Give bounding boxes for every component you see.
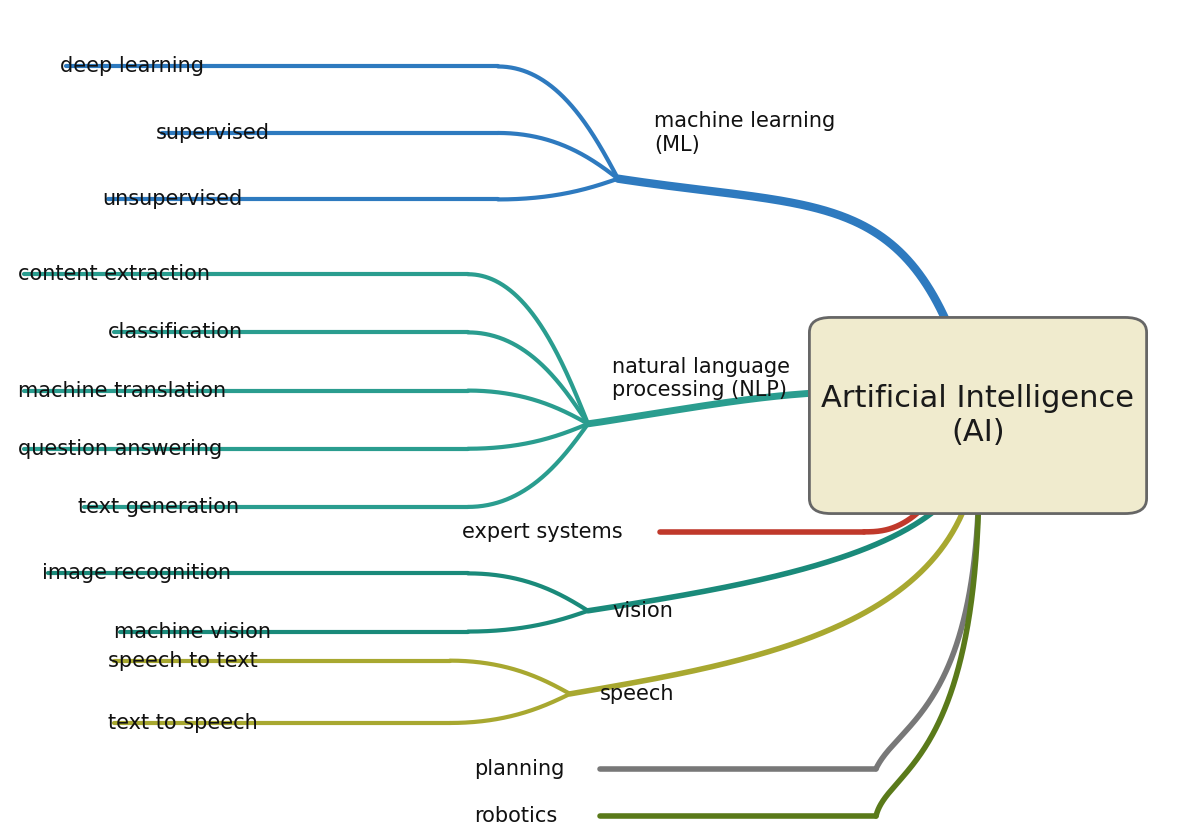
Text: unsupervised: unsupervised	[102, 189, 242, 209]
Text: expert systems: expert systems	[462, 522, 623, 542]
Text: natural language
processing (NLP): natural language processing (NLP)	[612, 356, 790, 400]
Text: supervised: supervised	[156, 123, 270, 143]
Text: deep learning: deep learning	[60, 57, 204, 76]
Text: machine vision: machine vision	[114, 622, 271, 642]
Text: image recognition: image recognition	[42, 563, 230, 583]
Text: vision: vision	[612, 601, 673, 621]
Text: text to speech: text to speech	[108, 713, 258, 733]
Text: machine translation: machine translation	[18, 381, 226, 401]
Text: speech: speech	[600, 684, 674, 704]
Text: content extraction: content extraction	[18, 264, 210, 284]
Text: robotics: robotics	[474, 806, 557, 826]
Text: classification: classification	[108, 322, 244, 342]
Text: question answering: question answering	[18, 439, 222, 459]
Text: Artificial Intelligence
(AI): Artificial Intelligence (AI)	[822, 384, 1134, 447]
FancyBboxPatch shape	[809, 317, 1146, 514]
Text: speech to text: speech to text	[108, 651, 258, 671]
Text: text generation: text generation	[78, 497, 239, 517]
Text: machine learning
(ML): machine learning (ML)	[654, 111, 835, 155]
Text: planning: planning	[474, 759, 564, 779]
